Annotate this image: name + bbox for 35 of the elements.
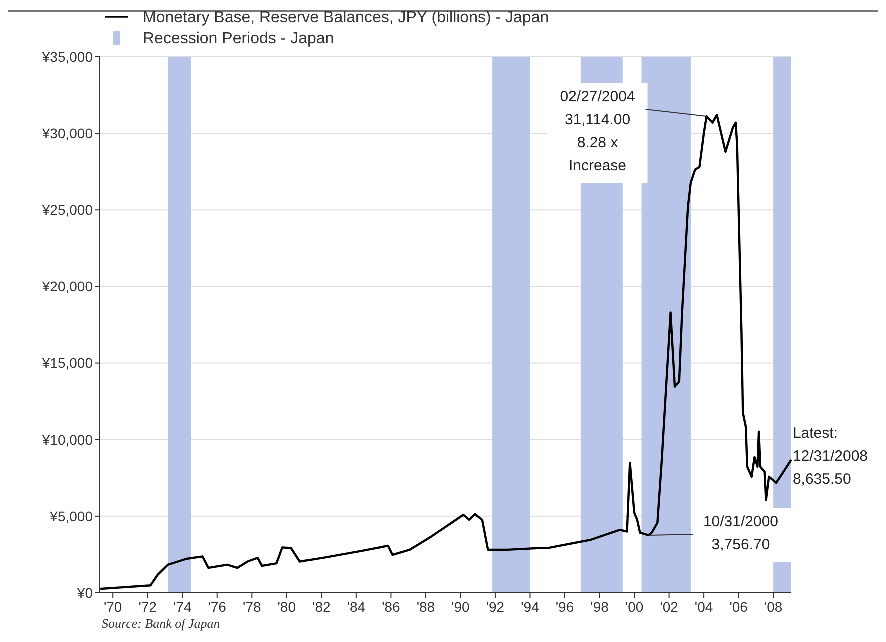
source-note: Source: Bank of Japan bbox=[102, 616, 220, 631]
x-tick-label: '70 bbox=[104, 599, 122, 615]
annotation: 10/31/2000 3,756.70 bbox=[703, 513, 779, 554]
x-tick-label: '00 bbox=[625, 599, 644, 615]
x-tick-label: '92 bbox=[486, 599, 505, 615]
x-tick-label: '84 bbox=[347, 599, 366, 615]
x-tick-label: '82 bbox=[312, 599, 332, 615]
x-tick-label: '90 bbox=[452, 599, 470, 615]
y-tick-label: ¥10,000 bbox=[41, 432, 94, 448]
x-tick-label: '02 bbox=[660, 599, 679, 615]
x-tick-label: '08 bbox=[764, 599, 783, 615]
legend-label: Monetary Base, Reserve Balances, JPY (billions) - Japan bbox=[143, 10, 550, 27]
y-tick-label: ¥20,000 bbox=[41, 278, 94, 295]
annotation: 02/27/2004 31,114.00 8.28 x Increase bbox=[560, 88, 636, 175]
y-tick-label: ¥5,000 bbox=[49, 508, 94, 524]
x-tick-label: '04 bbox=[694, 599, 714, 615]
y-tick-label: ¥30,000 bbox=[41, 125, 94, 142]
x-tick-label: '98 bbox=[590, 599, 610, 615]
x-tick-label: '78 bbox=[243, 599, 262, 615]
y-tick-label: ¥0 bbox=[76, 584, 94, 601]
x-tick-label: '96 bbox=[556, 599, 574, 615]
x-tick-label: '72 bbox=[138, 599, 158, 615]
x-tick-label: '06 bbox=[730, 599, 748, 615]
y-tick-label: ¥35,000 bbox=[41, 48, 94, 65]
x-tick-label: '88 bbox=[416, 599, 436, 615]
x-tick-label: '94 bbox=[521, 599, 540, 615]
annotation: Latest: 12/31/2008 8,635.50 bbox=[792, 424, 868, 488]
x-tick-label: '74 bbox=[173, 599, 192, 615]
x-tick-label: '76 bbox=[208, 599, 227, 615]
line-series bbox=[100, 114, 792, 590]
x-tick-label: '86 bbox=[382, 599, 401, 615]
y-tick-label: ¥25,000 bbox=[41, 202, 94, 218]
legend-label: Recession Periods - Japan bbox=[143, 30, 334, 48]
y-tick-label: ¥15,000 bbox=[41, 355, 94, 372]
x-tick-label: '80 bbox=[278, 599, 296, 615]
